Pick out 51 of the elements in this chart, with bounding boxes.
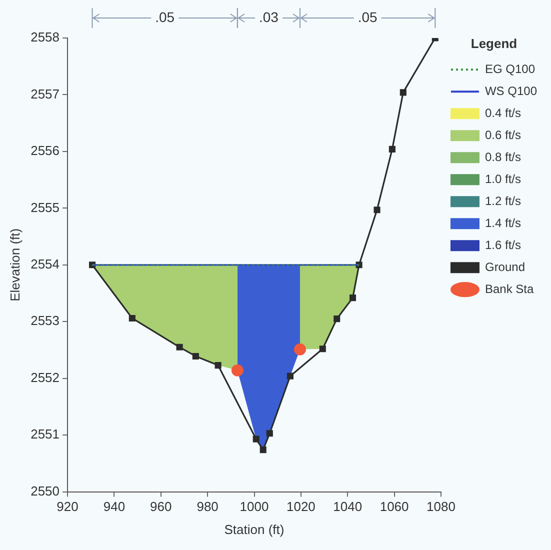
- point: [192, 352, 199, 360]
- y-tick-label: 2553: [30, 313, 60, 328]
- point: [374, 206, 380, 214]
- legend-label: 1.4 ft/s: [484, 216, 522, 230]
- x-axis-title: Station (ft): [224, 522, 284, 537]
- point: [214, 362, 222, 369]
- point: [294, 343, 306, 356]
- point: [334, 316, 340, 322]
- point: [266, 430, 273, 437]
- text: .05: [358, 8, 378, 25]
- legend-label: Ground: [484, 260, 526, 274]
- point: [252, 436, 260, 442]
- y-tick-label: 2550: [30, 483, 60, 498]
- point: [286, 372, 294, 380]
- y-tick-label: 2558: [30, 30, 60, 45]
- x-tick-label: 1020: [286, 499, 316, 514]
- legend-label: WS Q100: [484, 84, 538, 98]
- x-tick-label: 940: [103, 499, 126, 514]
- x-tick-label: 1080: [426, 499, 456, 514]
- legend-label: 0.4 ft/s: [484, 106, 522, 120]
- point: [231, 364, 244, 376]
- point: [260, 446, 266, 454]
- text: .03: [258, 8, 279, 25]
- point: [400, 89, 406, 96]
- legend-label: 1.6 ft/s: [484, 238, 522, 252]
- y-tick-label: 2554: [30, 256, 60, 272]
- y-tick-label: 2556: [30, 143, 60, 158]
- legend-label: Bank Sta: [484, 282, 534, 296]
- y-axis-title: Elevation (ft): [7, 228, 22, 302]
- legend-label: 0.8 ft/s: [484, 150, 522, 164]
- legend-title: Legend: [470, 36, 518, 52]
- legend-label: EG Q100: [484, 62, 536, 76]
- point: [388, 146, 396, 152]
- y-tick-label: 2557: [30, 86, 60, 102]
- x-tick-label: 1000: [240, 499, 269, 514]
- point: [319, 346, 326, 352]
- x-tick-label: 1040: [333, 499, 362, 514]
- legend-label: 0.6 ft/s: [484, 128, 522, 142]
- legend-label: 1.2 ft/s: [484, 194, 522, 208]
- x-tick-label: 1060: [380, 499, 409, 514]
- point: [128, 314, 136, 322]
- x-tick-label: 980: [196, 499, 218, 514]
- x-tick-label: 920: [56, 499, 78, 514]
- x-tick-label: 960: [150, 499, 172, 514]
- text: .05: [155, 8, 175, 25]
- y-tick-label: 2551: [30, 426, 60, 442]
- point: [349, 294, 356, 302]
- point: [176, 344, 183, 350]
- y-tick-label: 2555: [30, 200, 60, 215]
- y-tick-label: 2552: [30, 370, 60, 385]
- legend-label: 1.0 ft/s: [484, 172, 522, 186]
